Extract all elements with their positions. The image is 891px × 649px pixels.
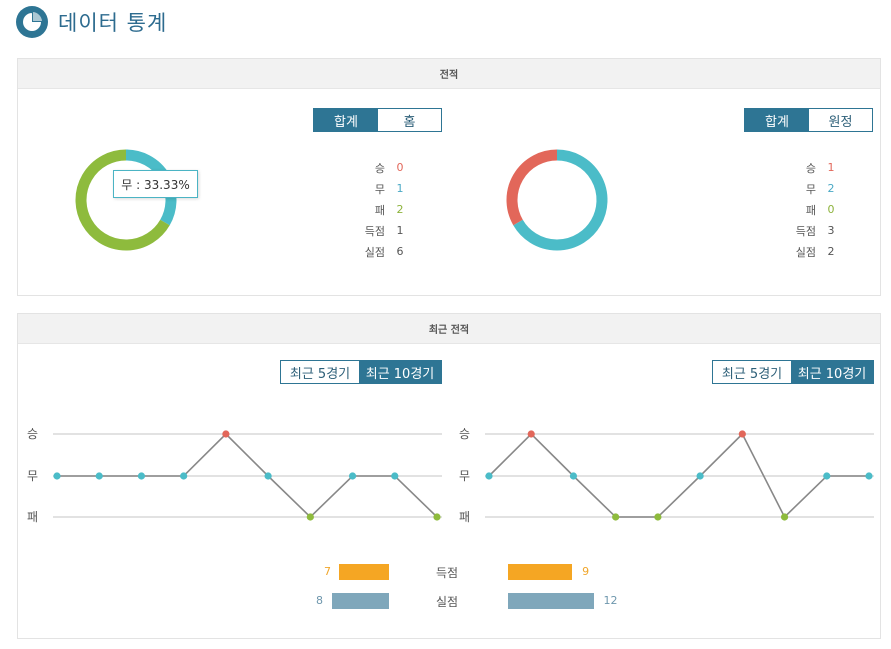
page-title: 데이터 통계 [58, 11, 168, 35]
left-conceded-value: 8 [316, 594, 323, 607]
tab-right-last10[interactable]: 최근 10경기 [791, 361, 873, 383]
stat-row: 득점 3 [795, 224, 835, 238]
right-recent-trend-chart [485, 430, 874, 521]
donut-slice-패[interactable] [75, 149, 170, 251]
right-record-donut [506, 149, 608, 251]
y-label-draw: 무 [27, 469, 39, 483]
trend-point[interactable] [865, 472, 873, 480]
right-record-toggle: 합계 원정 [744, 108, 873, 132]
donut-tooltip: 무 : 33.33% [113, 170, 198, 198]
left-record-donut [75, 149, 177, 251]
trend-point[interactable] [391, 472, 399, 480]
y-label-lose: 패 [27, 510, 39, 524]
trend-point[interactable] [306, 513, 314, 521]
recent-panel-title: 최근 전적 [18, 314, 880, 344]
y-label-win: 승 [459, 427, 471, 441]
record-panel-title: 전적 [18, 59, 880, 89]
trend-point[interactable] [527, 430, 535, 438]
left-recent-trend-chart [53, 430, 442, 521]
trend-line [488, 432, 869, 519]
trend-point[interactable] [222, 430, 230, 438]
donut-slice-승[interactable] [506, 149, 558, 226]
y-label-lose: 패 [459, 510, 471, 524]
right-recent-toggle: 최근 5경기 최근 10경기 [712, 360, 874, 384]
trend-point[interactable] [696, 472, 704, 480]
left-record-toggle: 합계 홈 [313, 108, 442, 132]
page-header: 데이터 통계 [16, 4, 167, 40]
bar-row-goals: 7 득점 9 [18, 564, 882, 581]
tab-right-last5[interactable]: 최근 5경기 [713, 361, 791, 383]
conceded-label: 실점 [436, 595, 459, 609]
bar-row-conceded: 8 실점 12 [18, 593, 882, 610]
trend-point[interactable] [348, 472, 357, 480]
tab-left-last10[interactable]: 최근 10경기 [359, 361, 441, 383]
trend-point[interactable] [485, 472, 493, 480]
goals-comparison: 7 득점 9 8 실점 12 [18, 564, 882, 614]
trend-point[interactable] [569, 472, 578, 480]
stat-row: 실점 2 [795, 245, 835, 259]
left-conceded-bar [331, 593, 389, 609]
trend-point[interactable] [738, 430, 746, 438]
tab-right-total[interactable]: 합계 [745, 109, 809, 131]
left-goals-bar [339, 564, 389, 580]
stat-row: 실점 6 [364, 245, 404, 259]
trend-line [57, 432, 438, 519]
right-conceded-bar [508, 593, 594, 609]
trend-point[interactable] [53, 472, 61, 480]
left-goals-value: 7 [324, 565, 331, 578]
trend-point[interactable] [654, 513, 662, 521]
y-label-draw: 무 [459, 469, 471, 483]
right-conceded-value: 12 [603, 594, 618, 607]
trend-point[interactable] [612, 513, 620, 521]
trend-point[interactable] [823, 472, 831, 480]
pie-chart-icon [16, 6, 48, 38]
tab-left-last5[interactable]: 최근 5경기 [281, 361, 359, 383]
stat-row: 득점 1 [364, 224, 404, 238]
right-goals-bar [508, 564, 573, 580]
right-goals-value: 9 [582, 565, 590, 578]
tab-away[interactable]: 원정 [809, 109, 872, 131]
tab-home[interactable]: 홈 [378, 109, 441, 131]
trend-point[interactable] [433, 513, 441, 521]
goals-label: 득점 [436, 566, 459, 580]
trend-point[interactable] [264, 472, 272, 480]
trend-point[interactable] [95, 472, 103, 480]
trend-point[interactable] [780, 513, 789, 521]
trend-point[interactable] [137, 472, 146, 480]
donut-slice-무[interactable] [513, 149, 608, 251]
recent-panel: 최근 전적 최근 5경기 최근 10경기 최근 5경기 최근 10경기 승 무 … [17, 313, 881, 639]
y-label-win: 승 [27, 427, 39, 441]
trend-point[interactable] [180, 472, 188, 480]
tab-left-total[interactable]: 합계 [314, 109, 378, 131]
left-recent-toggle: 최근 5경기 최근 10경기 [280, 360, 442, 384]
